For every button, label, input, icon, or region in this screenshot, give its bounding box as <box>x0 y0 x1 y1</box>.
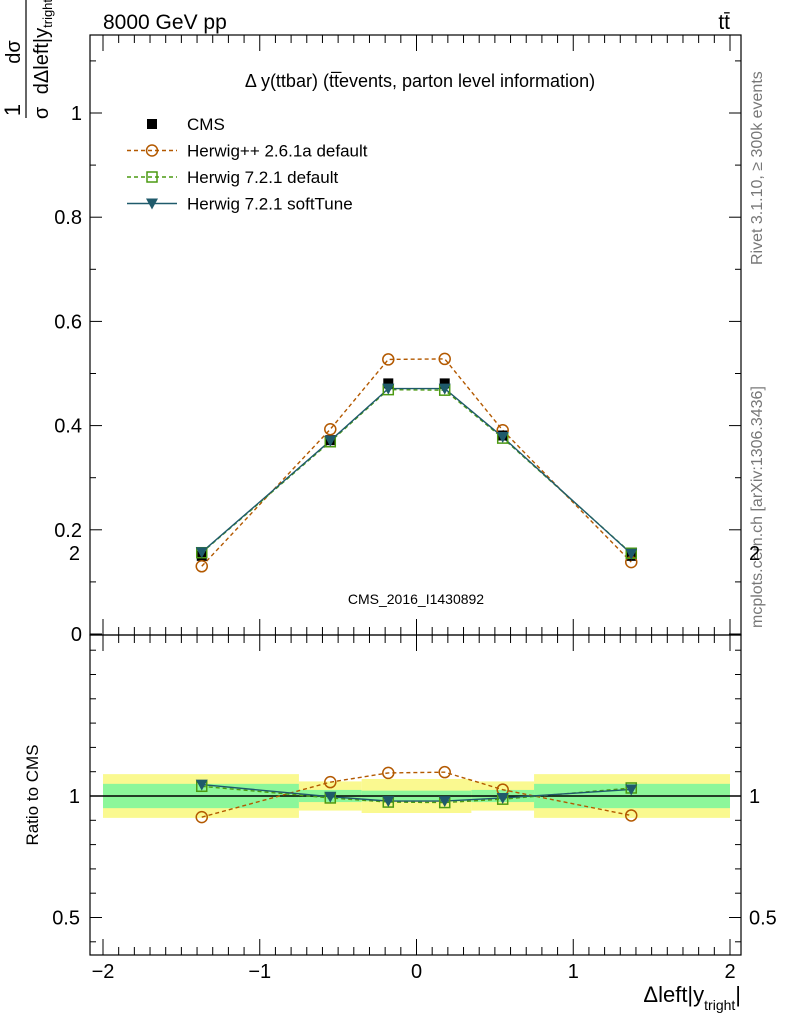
ratio-data-point <box>496 792 509 804</box>
legend-label: Herwig 7.2.1 softTune <box>187 195 353 214</box>
ratio-data-point <box>625 784 638 796</box>
ratio-tick-label: 1 <box>69 786 80 808</box>
y-tick-label: 0.6 <box>54 311 82 333</box>
data-point <box>438 352 451 366</box>
ratio-plot-frame <box>89 634 742 956</box>
data-point <box>195 560 209 573</box>
mcplots-label: mcplots.cern.ch [arXiv:1306.3436] <box>749 386 766 628</box>
ratio-data-point <box>382 796 395 808</box>
legend-label: Herwig++ 2.6.1a default <box>187 142 368 161</box>
ratio-series-line <box>201 785 632 804</box>
main-plot-panel: 0 0.2 0.4 0.6 0.8 1 Δ y(ttbar) (tt̅events, pa… <box>54 34 742 646</box>
legend-marker <box>146 171 158 183</box>
ratio-series-line <box>201 783 632 802</box>
x-tick-label: −2 <box>92 961 115 983</box>
ratio-tick-label-right: 2 <box>749 543 760 565</box>
y-label-one: 1 <box>0 104 25 116</box>
ratio-tick-label: 0.5 <box>52 908 80 930</box>
legend-label: CMS <box>187 115 225 134</box>
ratio-tick-label-right: 1 <box>749 786 760 808</box>
x-axis-label: Δleft|ytright| <box>643 982 741 1013</box>
data-point <box>195 547 208 559</box>
y-tick-label: 0.8 <box>54 207 82 229</box>
ratio-data-point <box>624 809 638 822</box>
main-y-ticks: 0 0.2 0.4 0.6 0.8 1 <box>54 60 741 646</box>
data-point <box>625 548 638 560</box>
series-line <box>201 388 632 554</box>
analysis-watermark: CMS_2016_I1430892 <box>348 591 484 607</box>
ratio-data-point <box>324 775 337 789</box>
y-tick-label: 0.2 <box>54 520 82 542</box>
legend-marker <box>146 198 158 210</box>
y-tick-label: 1 <box>71 103 82 125</box>
y-tick-label: 0 <box>71 624 82 646</box>
y-label-denominator: dΔleft|ytright| <box>31 0 55 94</box>
data-point <box>382 353 395 366</box>
ratio-series-markers <box>195 765 638 824</box>
plot-title: Δ y(ttbar) (tt̅events, parton level info… <box>245 71 595 91</box>
rivet-version-label: Rivet 3.1.10, ≥ 300k events <box>749 71 766 265</box>
main-y-axis-label: 1 dσ σ dΔleft|ytright| <box>0 0 55 119</box>
main-series-lines <box>201 358 632 567</box>
ratio-series-line <box>201 771 632 818</box>
data-point <box>324 435 337 447</box>
x-tick-label: 0 <box>411 961 422 983</box>
legend-marker <box>145 144 159 157</box>
ratio-series-lines <box>201 771 632 818</box>
ratio-y-ticks: 0.5 0.5 1 1 2 2 <box>52 543 777 943</box>
x-axis-ticks: −2 −1 0 1 2 <box>92 35 736 983</box>
x-tick-label: −1 <box>248 961 271 983</box>
header-energy-label: 8000 GeV pp <box>103 11 227 34</box>
x-tick-label: 2 <box>724 961 735 983</box>
data-point <box>324 422 337 436</box>
data-point <box>439 378 450 389</box>
ratio-data-point <box>438 796 451 808</box>
series-line <box>201 358 632 567</box>
y-label-sigma: σ <box>31 106 53 119</box>
x-tick-label: 1 <box>568 961 579 983</box>
legend: CMS Herwig++ 2.6.1a default Herwig 7.2.1 d… <box>127 115 368 214</box>
legend-label: Herwig 7.2.1 default <box>187 168 338 187</box>
ratio-data-point <box>195 779 208 791</box>
ratio-data-point <box>382 766 395 780</box>
data-point <box>438 383 451 395</box>
data-point <box>382 383 395 395</box>
ratio-plot-panel: 0.5 0.5 1 1 2 2 −2 −1 0 1 2 <box>52 35 777 983</box>
legend-marker <box>147 119 157 129</box>
main-series-markers <box>195 352 638 573</box>
series-line <box>201 387 632 555</box>
ratio-data-point <box>438 765 451 779</box>
header-process-label: tt̄ <box>718 11 730 34</box>
ratio-tick-label: 2 <box>69 543 80 565</box>
ratio-y-axis-label: Ratio to CMS <box>23 744 42 845</box>
y-tick-label: 0.4 <box>54 416 82 438</box>
ratio-tick-label-right: 0.5 <box>749 908 777 930</box>
ratio-data-point <box>195 810 209 824</box>
data-point <box>496 432 509 444</box>
y-label-dsigma: dσ <box>3 40 25 64</box>
data-point <box>383 378 394 389</box>
ratio-data-point <box>324 791 337 803</box>
